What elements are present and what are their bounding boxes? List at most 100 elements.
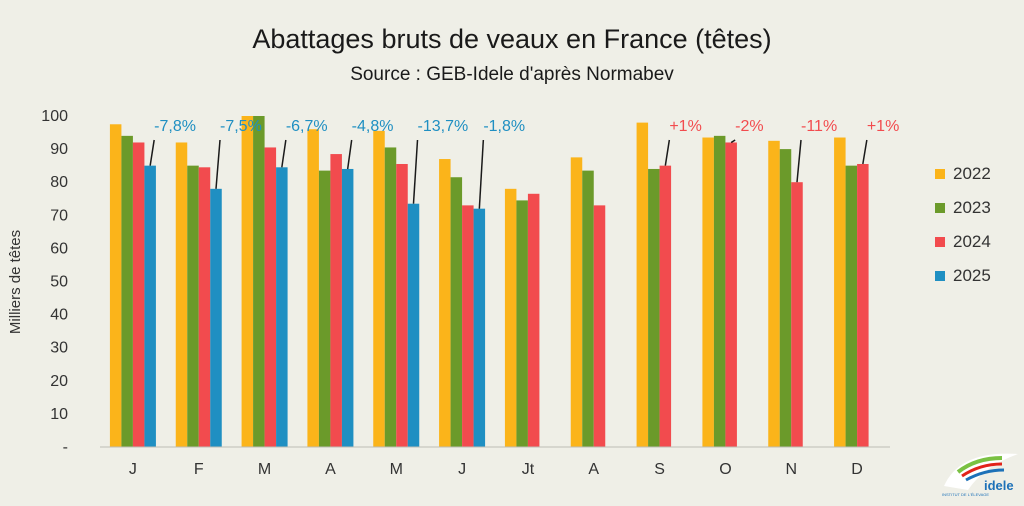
annotation-label: -11% [801, 118, 837, 135]
annotation-leader [664, 139, 671, 166]
annotation-label: -6,7% [286, 118, 328, 135]
chart-subtitle: Source : GEB-Idele d'après Normabev [350, 64, 674, 85]
x-tick-label: F [194, 461, 204, 478]
idele-logo-icon: idele INSTITUT DE L'ÉLEVAGE [940, 446, 1020, 498]
legend-swatch-2025 [935, 271, 945, 281]
bar-2023-M [253, 116, 265, 447]
bar-2022-F [175, 142, 188, 448]
annotation-label: -1,8% [483, 118, 525, 135]
x-tick-label: N [785, 461, 797, 478]
bar-2022-D [834, 137, 846, 447]
bar-2024-D [857, 163, 869, 447]
bar-2022-M [241, 116, 254, 447]
bar-2022-O [702, 137, 714, 447]
bar-2022-J [439, 159, 451, 447]
y-tick-label: 100 [41, 108, 68, 125]
bar-2023-N [779, 149, 792, 447]
annotation-label: -7,8% [154, 118, 196, 135]
bar-2023-Jt [516, 200, 528, 447]
y-tick-label: 20 [50, 373, 68, 390]
bar-2022-S [636, 122, 649, 448]
bar-2025-M [276, 167, 288, 447]
bar-2024-M [396, 163, 408, 447]
x-tick-label: Jt [522, 461, 535, 478]
y-axis-ticks: - 10 20 30 40 50 60 70 80 90 100 [41, 108, 68, 456]
bar-2022-N [768, 140, 780, 447]
bar-2024-F [198, 167, 211, 447]
y-tick-label: 30 [50, 340, 68, 357]
bar-2023-J [121, 135, 133, 448]
annotation-leader [281, 139, 287, 168]
bar-2025-M [407, 203, 420, 447]
legend: 2022 2023 2024 2025 [935, 164, 991, 285]
legend-label-2025: 2025 [953, 266, 991, 285]
annotation-leader [149, 139, 155, 166]
bar-2023-J [450, 177, 463, 448]
x-tick-label: M [258, 461, 271, 478]
x-tick-label: D [851, 461, 863, 478]
bar-2023-S [648, 168, 660, 447]
annotation-leader [730, 139, 736, 144]
x-tick-label: J [458, 461, 466, 478]
y-tick-label: 80 [50, 174, 68, 191]
annotation-leader [412, 139, 419, 204]
annotation-label: -4,8% [352, 118, 394, 135]
x-tick-label: A [325, 461, 336, 478]
bar-2024-J [132, 142, 145, 448]
annotation-label: +1% [867, 118, 899, 135]
y-tick-label: 10 [50, 406, 68, 423]
bars-group [109, 116, 869, 448]
legend-label-2024: 2024 [953, 232, 991, 251]
x-tick-label: S [654, 461, 665, 478]
bar-2025-J [473, 208, 486, 447]
annotation-leader [478, 139, 485, 209]
bar-2024-S [659, 165, 672, 447]
bar-2023-A [318, 170, 331, 448]
bar-2023-M [384, 147, 397, 447]
bar-2023-A [582, 170, 594, 448]
svg-text:idele: idele [984, 478, 1014, 493]
y-tick-label: 60 [50, 240, 68, 257]
legend-label-2023: 2023 [953, 198, 991, 217]
legend-swatch-2024 [935, 237, 945, 247]
x-tick-label: J [129, 461, 137, 478]
chart-title: Abattages bruts de veaux en France (tête… [252, 24, 771, 54]
bar-2024-J [462, 205, 474, 447]
annotation-label: -7,5% [220, 118, 262, 135]
bar-2022-M [373, 130, 385, 447]
svg-text:INSTITUT DE L'ÉLEVAGE: INSTITUT DE L'ÉLEVAGE [942, 492, 989, 497]
y-tick-label: 40 [50, 307, 68, 324]
annotation-label: -13,7% [418, 118, 469, 135]
bar-2024-O [725, 142, 737, 448]
bar-2024-A [593, 205, 606, 447]
annotation-leader [862, 139, 868, 165]
y-axis-label: Milliers de têtes [7, 230, 24, 334]
x-tick-label: M [390, 461, 403, 478]
annotation-label: +1% [669, 118, 701, 135]
bar-2023-D [845, 165, 858, 447]
bar-2024-Jt [527, 193, 540, 447]
bar-2025-F [210, 188, 222, 447]
bar-2022-Jt [504, 188, 517, 447]
annotations-group: -7,8% -7,5% -6,7% -4,8% -13,7% -1,8% +1% -2% -11… [149, 118, 899, 209]
y-tick-label: 50 [50, 274, 68, 291]
x-tick-label: O [719, 461, 731, 478]
y-tick-label: - [63, 439, 68, 456]
bar-2023-F [187, 165, 199, 447]
legend-swatch-2022 [935, 169, 945, 179]
legend-swatch-2023 [935, 203, 945, 213]
y-tick-label: 90 [50, 141, 68, 158]
x-tick-label: A [588, 461, 599, 478]
bar-2022-J [109, 124, 122, 448]
bar-2024-M [264, 147, 277, 447]
bar-2025-J [144, 165, 156, 447]
bar-2024-N [791, 182, 803, 447]
annotation-leader [796, 139, 802, 183]
bar-2022-A [570, 157, 583, 447]
legend-label-2022: 2022 [953, 164, 991, 183]
annotation-leader [346, 139, 353, 170]
x-axis-ticks: J F M A M J Jt A S O N D [129, 461, 863, 478]
bar-2025-A [341, 168, 354, 447]
bar-2024-A [330, 154, 342, 447]
